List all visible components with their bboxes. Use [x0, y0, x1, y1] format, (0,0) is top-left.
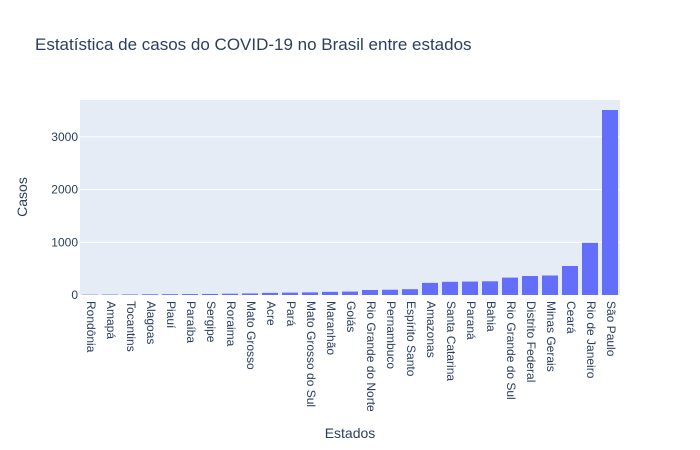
x-tick-label: Tocantins: [124, 301, 138, 352]
x-tick-label: Piauí: [164, 301, 178, 329]
plot-background: [80, 100, 620, 295]
y-tick-label: 0: [71, 288, 78, 302]
x-tick-label: Acre: [264, 301, 278, 326]
x-tick-label: Maranhão: [324, 301, 338, 355]
y-tick-label: 2000: [51, 183, 78, 197]
bar: [442, 281, 458, 295]
bar: [562, 266, 578, 295]
bar: [502, 277, 518, 295]
bar: [262, 292, 278, 295]
bar: [162, 294, 178, 295]
bar: [402, 289, 418, 295]
x-tick-label: São Paulo: [604, 301, 618, 357]
x-tick-label: Paraná: [464, 301, 478, 340]
bar: [522, 276, 538, 295]
bar: [122, 294, 138, 295]
bar: [542, 275, 558, 295]
x-axis-title: Estados: [325, 425, 376, 441]
bar: [222, 293, 238, 295]
bar: [422, 282, 438, 295]
x-tick-label: Mato Grosso: [244, 301, 258, 370]
x-tick-label: Amapá: [104, 301, 118, 339]
x-axis-ticks: Rondônia Amapá Tocantins Alagoas Piauí Paraíb…: [84, 301, 618, 412]
bar: [142, 294, 158, 295]
x-tick-label: Sergipe: [204, 301, 218, 343]
y-axis-title: Casos: [14, 177, 30, 217]
bar: [582, 242, 598, 295]
y-axis-ticks: 0 1000 2000 3000: [51, 130, 78, 302]
bar: [602, 110, 618, 295]
chart-title: Estatística de casos do COVID-19 no Bras…: [35, 35, 472, 54]
x-tick-label: Roraima: [224, 301, 238, 347]
x-tick-label: Paraíba: [184, 301, 198, 343]
x-tick-label: Bahia: [484, 301, 498, 332]
bar: [382, 289, 398, 295]
grid-lines: [80, 136, 620, 243]
x-tick-label: Santa Catarina: [444, 301, 458, 381]
x-tick-label: Amazonas: [424, 301, 438, 358]
y-tick-label: 3000: [51, 130, 78, 144]
x-tick-label: Espírito Santo: [404, 301, 418, 377]
y-tick-label: 1000: [51, 235, 78, 249]
x-tick-label: Rio Grande do Sul: [504, 301, 518, 400]
bar: [302, 292, 318, 295]
bar: [462, 281, 478, 295]
x-tick-label: Pará: [284, 301, 298, 327]
x-tick-label: Pernambuco: [384, 301, 398, 369]
x-tick-label: Rondônia: [84, 301, 98, 353]
x-tick-label: Ceará: [564, 301, 578, 334]
x-tick-label: Goiás: [344, 301, 358, 332]
bars: [82, 110, 618, 295]
bar: [182, 294, 198, 295]
x-tick-label: Minas Gerais: [544, 301, 558, 372]
x-tick-label: Alagoas: [144, 301, 158, 344]
x-tick-label: Mato Grosso do Sul: [304, 301, 318, 407]
bar: [282, 292, 298, 295]
bar: [362, 289, 378, 295]
bar: [482, 281, 498, 295]
x-tick-label: Rio de Janeiro: [584, 301, 598, 379]
bar: [242, 293, 258, 295]
x-tick-label: Distrito Federal: [524, 301, 538, 382]
x-tick-label: Rio Grande do Norte: [364, 301, 378, 412]
bar: [342, 291, 358, 295]
bar: [202, 293, 218, 295]
bar: [322, 291, 338, 295]
